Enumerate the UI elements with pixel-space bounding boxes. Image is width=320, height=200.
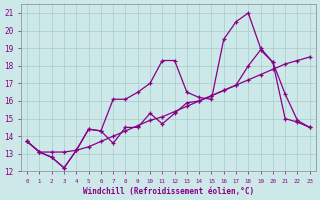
X-axis label: Windchill (Refroidissement éolien,°C): Windchill (Refroidissement éolien,°C) (83, 187, 254, 196)
